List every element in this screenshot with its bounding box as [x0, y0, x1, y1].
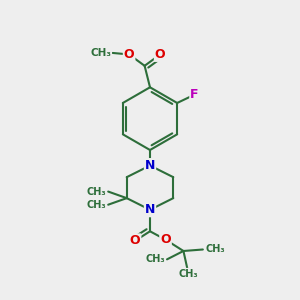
Text: N: N [145, 203, 155, 216]
Text: CH₃: CH₃ [86, 200, 106, 210]
Text: CH₃: CH₃ [90, 48, 111, 58]
Text: O: O [124, 48, 134, 61]
Text: CH₃: CH₃ [86, 187, 106, 196]
Text: CH₃: CH₃ [178, 269, 198, 279]
Text: N: N [145, 159, 155, 172]
Text: O: O [155, 48, 166, 61]
Text: CH₃: CH₃ [145, 254, 165, 264]
Text: CH₃: CH₃ [205, 244, 225, 254]
Text: O: O [130, 234, 140, 247]
Text: F: F [190, 88, 199, 101]
Text: O: O [160, 233, 171, 246]
